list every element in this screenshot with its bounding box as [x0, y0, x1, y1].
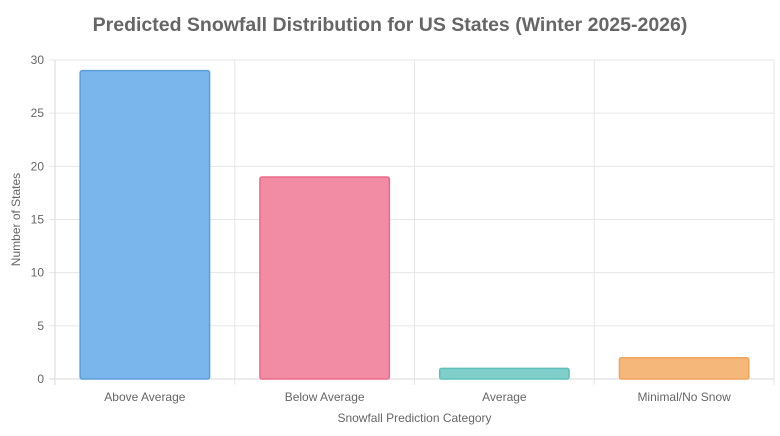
x-tick-label: Average — [482, 390, 527, 404]
y-tick-label: 30 — [31, 53, 45, 67]
y-tick-label: 10 — [31, 266, 45, 280]
gridlines — [49, 59, 775, 385]
x-axis-ticks: Above Average Below Average Average Minimal… — [104, 390, 731, 404]
x-tick-label: Above Average — [104, 390, 186, 404]
x-axis-title: Snowfall Prediction Category — [337, 411, 491, 425]
bar-above-average[interactable] — [79, 69, 211, 380]
y-tick-label: 5 — [37, 319, 44, 333]
bar-below-average[interactable] — [259, 176, 391, 380]
bar-average[interactable] — [438, 367, 570, 380]
y-axis-title: Number of States — [9, 173, 23, 266]
bar-minimal-no-snow[interactable] — [618, 356, 750, 380]
y-axis-ticks: 0 5 10 15 20 25 30 — [31, 53, 45, 386]
y-tick-label: 0 — [37, 372, 44, 386]
x-tick-label: Minimal/No Snow — [637, 390, 731, 404]
y-tick-label: 25 — [31, 106, 45, 120]
x-tick-label: Below Average — [285, 390, 365, 404]
chart-title: Predicted Snowfall Distribution for US S… — [92, 14, 688, 36]
y-tick-label: 20 — [31, 159, 45, 173]
bars — [79, 69, 750, 380]
y-tick-label: 15 — [31, 213, 45, 227]
